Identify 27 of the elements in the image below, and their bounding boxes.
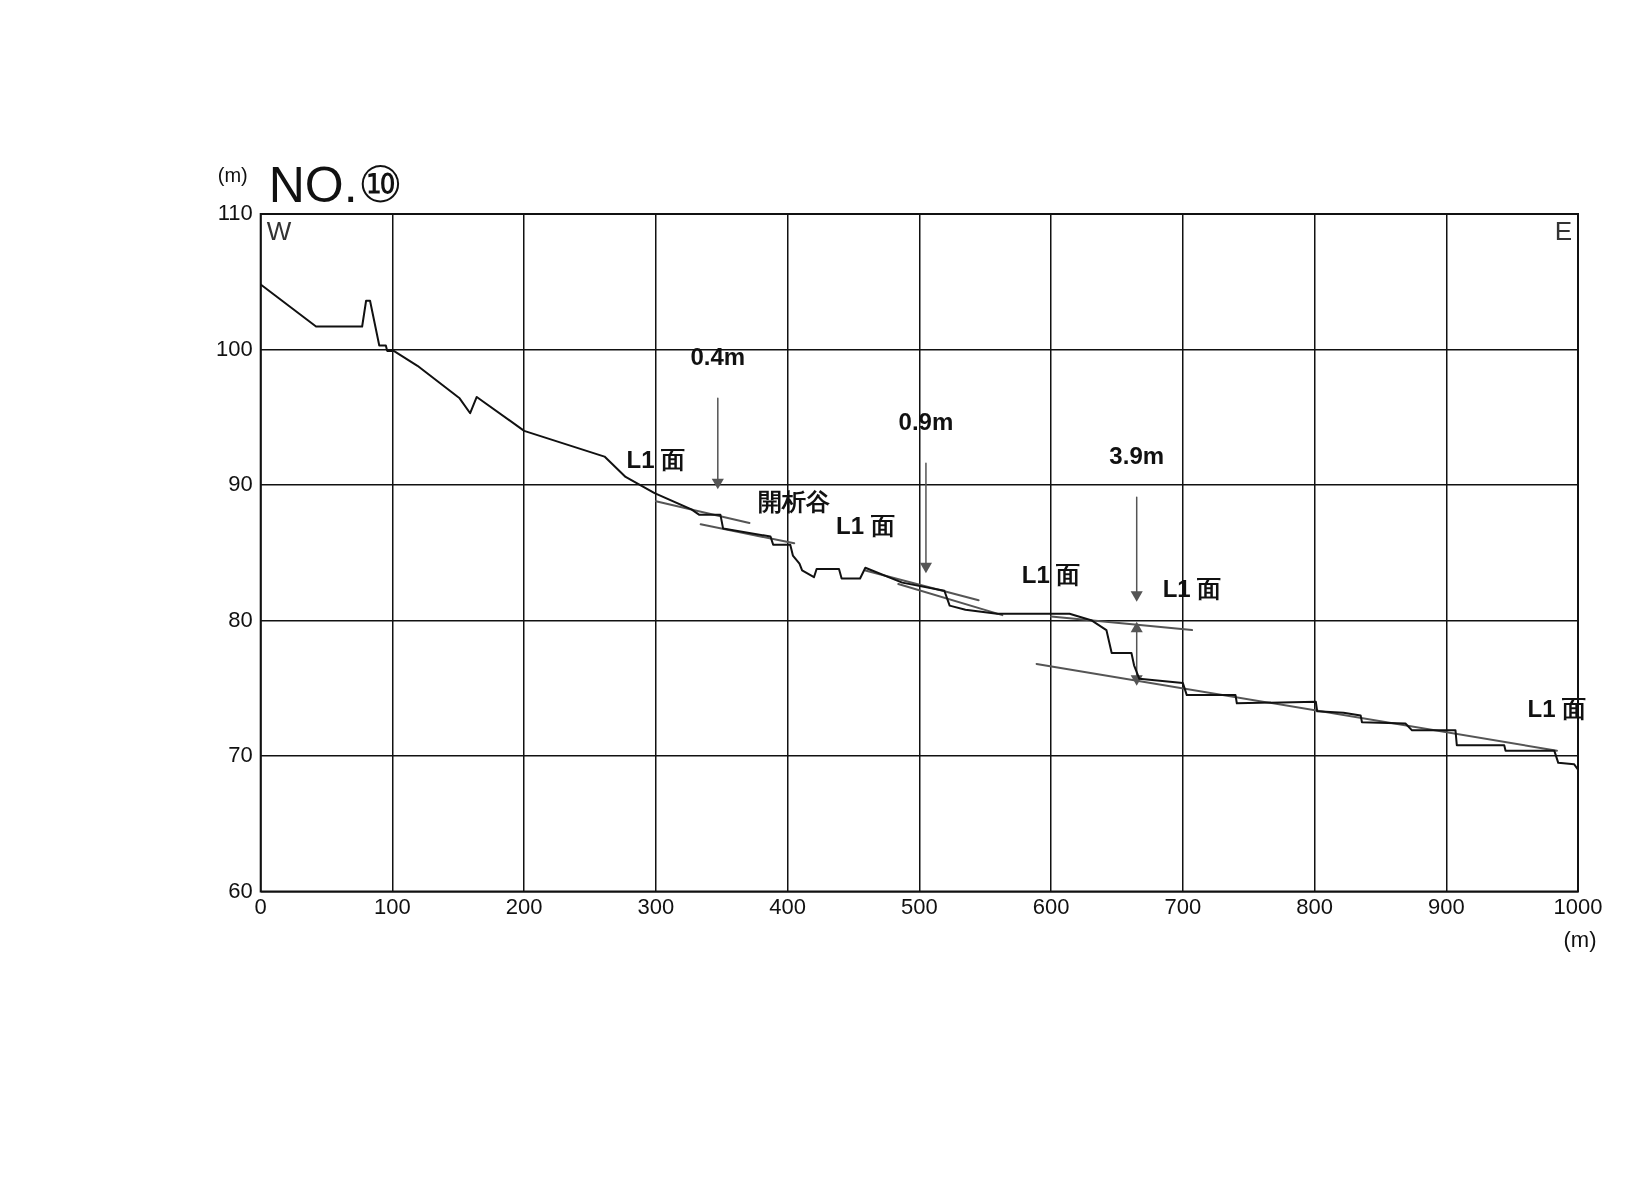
y-tick-label: 90 bbox=[228, 471, 253, 497]
x-tick-label: 100 bbox=[374, 893, 411, 919]
x-tick-label: 0 bbox=[254, 893, 267, 919]
x-tick-label: 800 bbox=[1296, 893, 1333, 919]
x-tick-label: 400 bbox=[769, 893, 806, 919]
y-axis-title: (m) bbox=[217, 163, 248, 186]
annotation: E bbox=[1554, 216, 1572, 247]
y-tick-label: 110 bbox=[217, 200, 253, 226]
x-tick-label: 1000 bbox=[1553, 893, 1603, 919]
y-tick-label: 80 bbox=[228, 606, 253, 632]
y-tick-label: 100 bbox=[215, 335, 253, 361]
x-tick-label: 900 bbox=[1427, 893, 1465, 919]
annotation: 3.9m bbox=[1109, 441, 1165, 469]
annotation: L1 面 bbox=[1021, 561, 1081, 589]
annotation: L1 面 bbox=[626, 445, 686, 473]
annotation: 0.4m bbox=[690, 342, 746, 370]
x-tick-label: 700 bbox=[1164, 893, 1202, 919]
x-tick-label: 500 bbox=[900, 893, 938, 919]
chart-title: NO.⑩ bbox=[268, 157, 403, 213]
x-tick-label: 600 bbox=[1032, 893, 1070, 919]
x-axis-title: (m) bbox=[1563, 926, 1597, 952]
annotation: L1 面 bbox=[836, 512, 895, 540]
y-tick-label: 60 bbox=[228, 877, 253, 903]
annotation: W bbox=[266, 216, 292, 247]
x-tick-label: 200 bbox=[505, 893, 543, 919]
x-tick-label: 300 bbox=[637, 893, 675, 919]
y-tick-label: 70 bbox=[228, 742, 253, 768]
